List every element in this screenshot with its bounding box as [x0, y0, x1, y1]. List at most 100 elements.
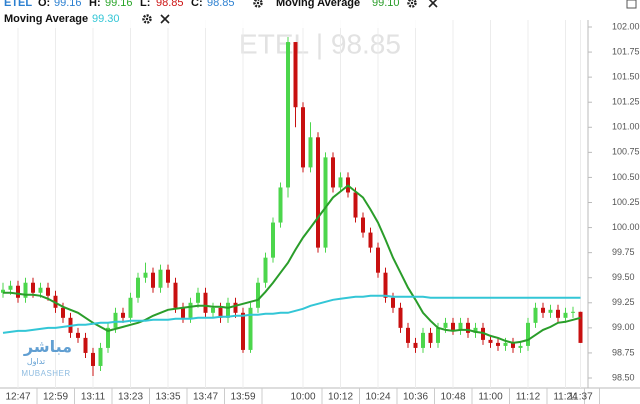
settings-icon-center	[256, 1, 260, 5]
candle-body	[278, 187, 283, 223]
candle-body	[286, 42, 290, 188]
candle-body	[181, 307, 185, 318]
candle-body	[526, 322, 530, 346]
ohlc-label: L:	[140, 0, 150, 9]
x-tick-label: 10:00	[290, 392, 315, 403]
candle-body	[211, 307, 215, 313]
symbol: ETEL	[4, 0, 32, 9]
candle-body	[413, 342, 418, 348]
candle-body	[188, 302, 193, 318]
candle-body	[151, 272, 155, 288]
candle-body	[16, 285, 20, 298]
candle-body	[443, 322, 448, 328]
x-tick-label: 11:12	[516, 392, 541, 403]
candle-body	[91, 352, 95, 366]
candle-body	[23, 282, 28, 298]
legend-name: Moving Average	[4, 13, 88, 25]
candle-body	[136, 277, 140, 298]
candle-body	[541, 307, 545, 313]
candle-body	[548, 309, 553, 313]
candle-body	[38, 287, 43, 293]
candle-body	[46, 287, 50, 296]
settings-icon[interactable]	[407, 0, 417, 8]
candle-body	[143, 272, 148, 278]
candle-body	[1, 289, 5, 293]
candle-body	[496, 342, 500, 346]
candle-body	[458, 322, 463, 330]
candle-body	[571, 311, 575, 313]
candle-body	[218, 307, 223, 318]
settings-icon[interactable]	[142, 14, 152, 24]
candle-body	[503, 342, 508, 346]
x-tick-label: 10:48	[440, 392, 465, 403]
candle-body	[158, 269, 163, 288]
candle-body	[308, 137, 313, 168]
candle-body	[8, 285, 13, 290]
y-tick-label: 101.50	[612, 72, 640, 82]
candle-body	[466, 322, 470, 333]
y-tick-label: 99.25	[612, 297, 635, 307]
watermark: ETEL | 98.85	[239, 28, 401, 59]
candle-body	[578, 311, 583, 343]
ohlc-value: 98.85	[156, 0, 184, 9]
candle-body	[406, 327, 410, 343]
moving-average-line	[3, 184, 581, 344]
x-tick-label: 13:35	[155, 392, 180, 403]
y-tick-label: 100.00	[612, 222, 640, 232]
y-tick-label: 98.75	[612, 347, 635, 357]
x-tick-label: 13:59	[230, 392, 255, 403]
candle-body	[376, 247, 380, 273]
candle-body	[383, 272, 388, 298]
legend-value: 99.10	[372, 0, 400, 9]
candle-body	[323, 157, 328, 248]
candle-body	[83, 337, 88, 353]
candle-body	[301, 107, 305, 168]
candle-body	[166, 269, 170, 283]
candle-body	[248, 307, 253, 350]
settings-icon[interactable]	[253, 0, 263, 8]
x-tick-label: 11:00	[478, 392, 503, 403]
legend-name: Moving Average	[276, 0, 360, 9]
y-tick-label: 100.25	[612, 197, 640, 207]
legend-value: 99.30	[92, 13, 120, 25]
candle-body	[398, 307, 403, 328]
logo-latin: MUBASHER	[21, 369, 70, 378]
candle-body	[241, 312, 245, 350]
candle-body	[106, 327, 110, 348]
logo-arabic-sub: تداول	[27, 357, 45, 366]
candle-body	[473, 327, 478, 333]
candle-body	[98, 347, 103, 366]
candle-body	[533, 307, 538, 323]
candle-body	[451, 322, 455, 330]
legend-background	[0, 0, 440, 28]
candle-body	[338, 177, 343, 188]
candle-body	[563, 312, 568, 318]
ohlc-value: 99.16	[105, 0, 133, 9]
checkbox[interactable]	[626, 0, 637, 9]
x-tick-label: 13:11	[81, 392, 106, 403]
candle-body	[361, 217, 365, 233]
candle-body	[428, 332, 433, 343]
candle-body	[173, 282, 178, 308]
y-tick-label: 100.50	[612, 172, 640, 182]
candle-body	[233, 302, 238, 313]
ohlc-label: H:	[89, 0, 101, 9]
y-tick-label: 98.50	[612, 372, 635, 382]
x-tick-label: 10:36	[403, 392, 428, 403]
candle-body	[263, 257, 268, 283]
logo: مباشر تداول MUBASHER	[21, 339, 72, 378]
x-tick-label: 13:47	[193, 392, 218, 403]
close-icon[interactable]	[160, 14, 170, 24]
close-icon[interactable]	[428, 0, 438, 8]
candle-body	[113, 312, 118, 328]
logo-arabic: مباشر	[23, 339, 72, 356]
candle-body	[293, 42, 298, 108]
candle-body	[31, 282, 35, 293]
candle-body	[121, 312, 125, 318]
candle-body	[256, 282, 260, 308]
x-tick-label: 11:24	[553, 392, 578, 403]
ohlc-value: 98.85	[207, 0, 235, 9]
candle-body	[196, 292, 200, 303]
y-tick-label: 101.25	[612, 97, 640, 107]
candle-body	[436, 327, 440, 343]
